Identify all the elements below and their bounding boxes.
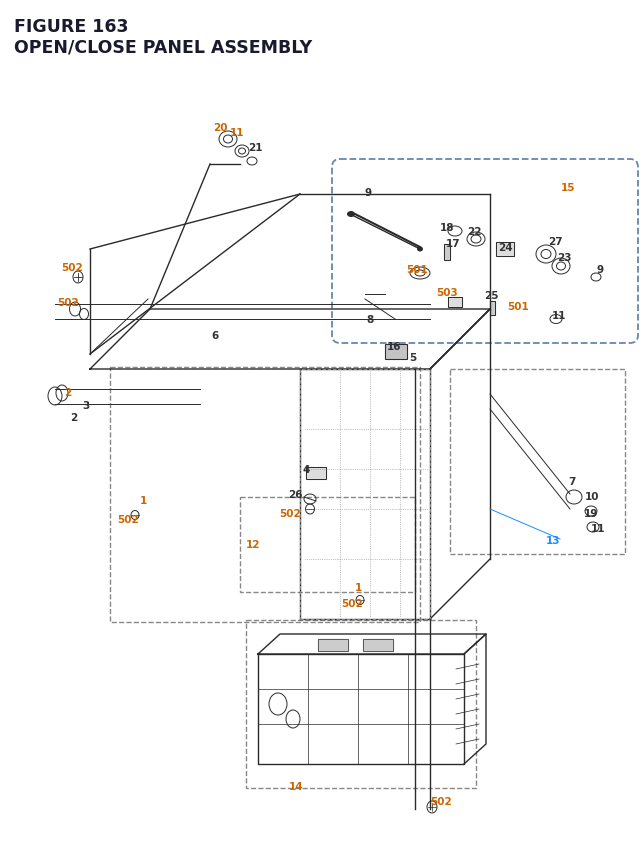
Ellipse shape	[417, 247, 423, 252]
Text: 17: 17	[445, 238, 460, 249]
Text: 25: 25	[484, 291, 499, 300]
Bar	[306, 468, 326, 480]
Text: 14: 14	[289, 781, 303, 791]
Bar	[448, 298, 462, 307]
Text: 15: 15	[561, 183, 575, 193]
Bar	[385, 344, 407, 360]
Bar	[444, 245, 450, 261]
Bar	[306, 468, 326, 480]
Text: 8: 8	[366, 314, 374, 325]
Bar	[246, 620, 476, 788]
Bar	[363, 639, 393, 651]
Bar	[385, 344, 407, 360]
Bar	[444, 245, 450, 261]
Text: 7: 7	[568, 476, 576, 486]
Text: 501: 501	[406, 264, 428, 275]
Text: OPEN/CLOSE PANEL ASSEMBLY: OPEN/CLOSE PANEL ASSEMBLY	[14, 38, 312, 56]
Text: FIGURE 163: FIGURE 163	[14, 18, 129, 36]
Text: 502: 502	[430, 796, 452, 806]
Text: 21: 21	[248, 143, 262, 152]
Text: 2: 2	[65, 387, 72, 398]
Text: 12: 12	[246, 539, 260, 549]
Text: 11: 11	[552, 311, 566, 320]
Bar	[448, 298, 462, 307]
Text: 10: 10	[585, 492, 599, 501]
Ellipse shape	[347, 212, 355, 218]
Text: 1: 1	[355, 582, 362, 592]
Text: 27: 27	[548, 237, 563, 247]
Bar	[450, 369, 625, 554]
Text: 6: 6	[211, 331, 219, 341]
Bar	[496, 243, 514, 257]
Bar	[490, 301, 495, 316]
Bar	[496, 243, 514, 257]
Text: 20: 20	[212, 123, 227, 133]
Text: 26: 26	[288, 489, 302, 499]
Text: 3: 3	[83, 400, 90, 411]
Text: 4: 4	[302, 464, 310, 474]
Text: 502: 502	[279, 508, 301, 518]
Text: 9: 9	[596, 264, 604, 275]
Bar	[240, 498, 415, 592]
Text: 16: 16	[387, 342, 401, 351]
Text: 11: 11	[591, 523, 605, 533]
Text: 503: 503	[436, 288, 458, 298]
Bar	[110, 368, 420, 623]
Bar	[318, 639, 348, 651]
Text: 502: 502	[117, 514, 139, 524]
Text: 501: 501	[507, 301, 529, 312]
Text: 1: 1	[140, 495, 147, 505]
Text: 9: 9	[364, 188, 372, 198]
Text: 13: 13	[546, 536, 560, 545]
Text: 502: 502	[57, 298, 79, 307]
Text: 502: 502	[341, 598, 363, 608]
Bar	[490, 301, 495, 316]
Text: 19: 19	[584, 508, 598, 518]
Text: 24: 24	[498, 243, 512, 253]
Text: 18: 18	[440, 223, 454, 232]
Text: 5: 5	[410, 353, 417, 362]
Text: 502: 502	[61, 263, 83, 273]
Text: 23: 23	[557, 253, 572, 263]
Text: 2: 2	[70, 412, 77, 423]
Text: 22: 22	[467, 226, 481, 237]
Bar	[363, 639, 393, 651]
Bar	[318, 639, 348, 651]
Text: 11: 11	[230, 127, 244, 138]
